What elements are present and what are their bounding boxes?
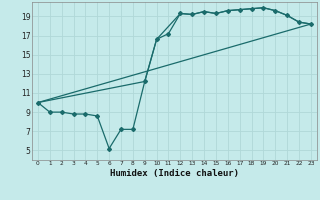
X-axis label: Humidex (Indice chaleur): Humidex (Indice chaleur) [110,169,239,178]
